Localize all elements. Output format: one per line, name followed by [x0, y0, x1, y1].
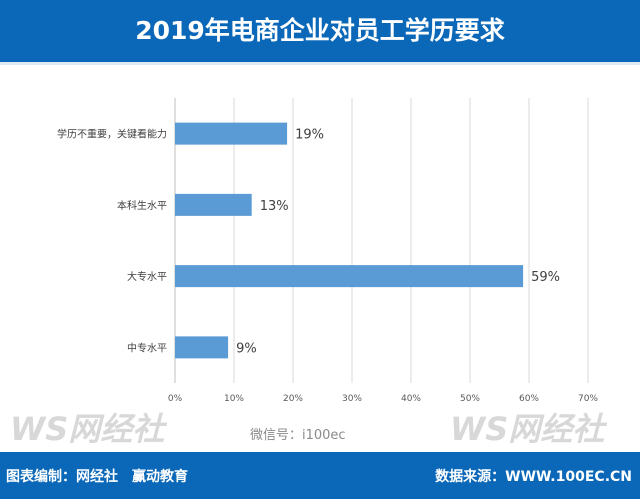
footer-source: 数据来源：WWW.100EC.CN [435, 469, 632, 485]
watermark-logo: WS网经社 [10, 410, 165, 448]
x-tick-label: 0% [168, 394, 183, 404]
bar [175, 122, 288, 145]
y-category-label: 本科生水平 [117, 199, 167, 212]
footer-compiled-by: 图表编制：网经社 赢动教育 [6, 469, 188, 485]
data-label: 59% [531, 270, 560, 285]
data-label: 13% [260, 199, 289, 214]
x-tick-label: 50% [460, 394, 480, 404]
y-category-label: 学历不重要，关键看能力 [57, 128, 167, 141]
footer: 图表编制：网经社 赢动教育 数据来源：WWW.100EC.CN [0, 452, 640, 499]
x-tick-label: 30% [342, 394, 362, 404]
wechat-watermark: 微信号：i100ec [250, 428, 346, 443]
x-tick-label: 60% [519, 394, 539, 404]
header-divider [0, 62, 640, 65]
x-tick-label: 70% [578, 394, 598, 404]
y-category-label: 中专水平 [127, 341, 167, 354]
chart-title: 2019年电商企业对员工学历要求 [0, 0, 640, 62]
x-tick-label: 20% [283, 394, 303, 404]
bar-chart: 0% 10% 20% 30% 40% 50% 60% 70% 学历不重要，关键看能力 19% 本科生… [57, 98, 598, 404]
data-label: 9% [236, 341, 257, 356]
bar [175, 265, 524, 288]
bar [175, 193, 252, 216]
watermark-logo: WS网经社 [450, 410, 605, 448]
x-tick-label: 40% [401, 394, 421, 404]
data-label: 19% [295, 128, 324, 143]
y-category-label: 大专水平 [127, 270, 167, 283]
bar [175, 336, 229, 359]
x-tick-label: 10% [224, 394, 244, 404]
